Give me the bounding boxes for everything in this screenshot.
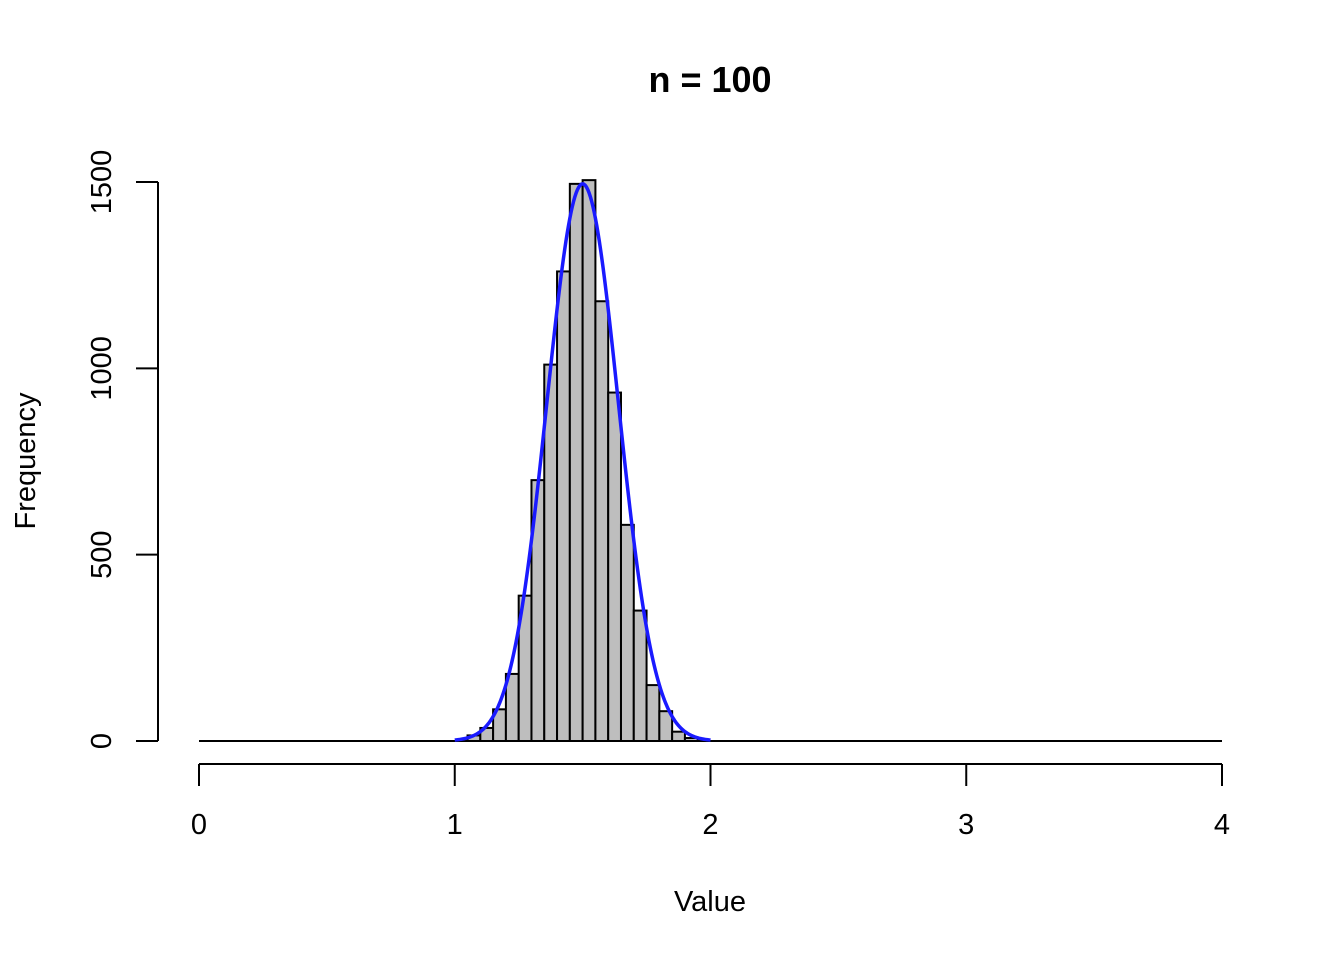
histogram-bar xyxy=(568,182,584,742)
x-axis-label: Value xyxy=(674,886,746,918)
density-curve xyxy=(454,182,711,742)
histogram-bars xyxy=(466,179,699,743)
x-tick-label: 1 xyxy=(447,809,463,841)
histogram-bar xyxy=(632,609,648,742)
x-tick-label: 0 xyxy=(191,809,207,841)
y-tick-label: 0 xyxy=(86,733,118,749)
x-tick-label: 2 xyxy=(702,809,718,841)
histogram-bar xyxy=(607,391,622,742)
y-tick-label: 1000 xyxy=(86,336,118,401)
x-tick-label: 3 xyxy=(958,809,974,841)
histogram-bar xyxy=(645,684,661,742)
x-tick-label: 4 xyxy=(1214,809,1230,841)
histogram-bar xyxy=(619,523,635,742)
histogram-bar xyxy=(581,179,597,743)
histogram-bar xyxy=(671,730,686,743)
histogram-bar xyxy=(556,270,571,742)
y-tick-label: 1500 xyxy=(86,150,118,215)
y-axis: 0 500 1000 1500 xyxy=(86,150,159,749)
y-tick-label: 500 xyxy=(86,530,118,578)
chart-title: n = 100 xyxy=(648,59,771,100)
histogram-bar xyxy=(594,300,610,742)
y-axis-label: Frequency xyxy=(10,392,42,530)
x-axis: 0 1 2 3 4 xyxy=(191,763,1230,841)
